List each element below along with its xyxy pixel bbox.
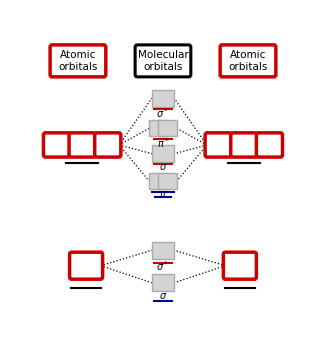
- FancyBboxPatch shape: [70, 252, 103, 279]
- FancyBboxPatch shape: [205, 133, 231, 157]
- Text: $\pi^*$: $\pi^*$: [156, 136, 169, 150]
- Text: $\sigma^*$: $\sigma^*$: [156, 259, 169, 272]
- FancyBboxPatch shape: [256, 133, 282, 157]
- FancyBboxPatch shape: [135, 45, 191, 77]
- Text: $\pi$: $\pi$: [159, 189, 167, 199]
- FancyBboxPatch shape: [231, 133, 257, 157]
- Text: $\sigma$: $\sigma$: [159, 291, 167, 301]
- Text: $\sigma$: $\sigma$: [159, 162, 167, 172]
- FancyBboxPatch shape: [95, 133, 121, 157]
- FancyBboxPatch shape: [149, 120, 168, 136]
- FancyBboxPatch shape: [50, 45, 106, 77]
- FancyBboxPatch shape: [152, 274, 174, 291]
- Text: Atomic
orbitals: Atomic orbitals: [58, 50, 98, 72]
- FancyBboxPatch shape: [223, 252, 256, 279]
- FancyBboxPatch shape: [158, 120, 177, 136]
- FancyBboxPatch shape: [220, 45, 276, 77]
- Text: Molecular
orbitals: Molecular orbitals: [138, 50, 188, 72]
- Text: Atomic
orbitals: Atomic orbitals: [228, 50, 268, 72]
- FancyBboxPatch shape: [158, 173, 177, 189]
- FancyBboxPatch shape: [44, 133, 70, 157]
- FancyBboxPatch shape: [152, 242, 174, 259]
- FancyBboxPatch shape: [149, 173, 168, 189]
- FancyBboxPatch shape: [152, 90, 174, 107]
- FancyBboxPatch shape: [152, 145, 174, 162]
- FancyBboxPatch shape: [69, 133, 95, 157]
- Text: $\sigma^*$: $\sigma^*$: [156, 107, 169, 120]
